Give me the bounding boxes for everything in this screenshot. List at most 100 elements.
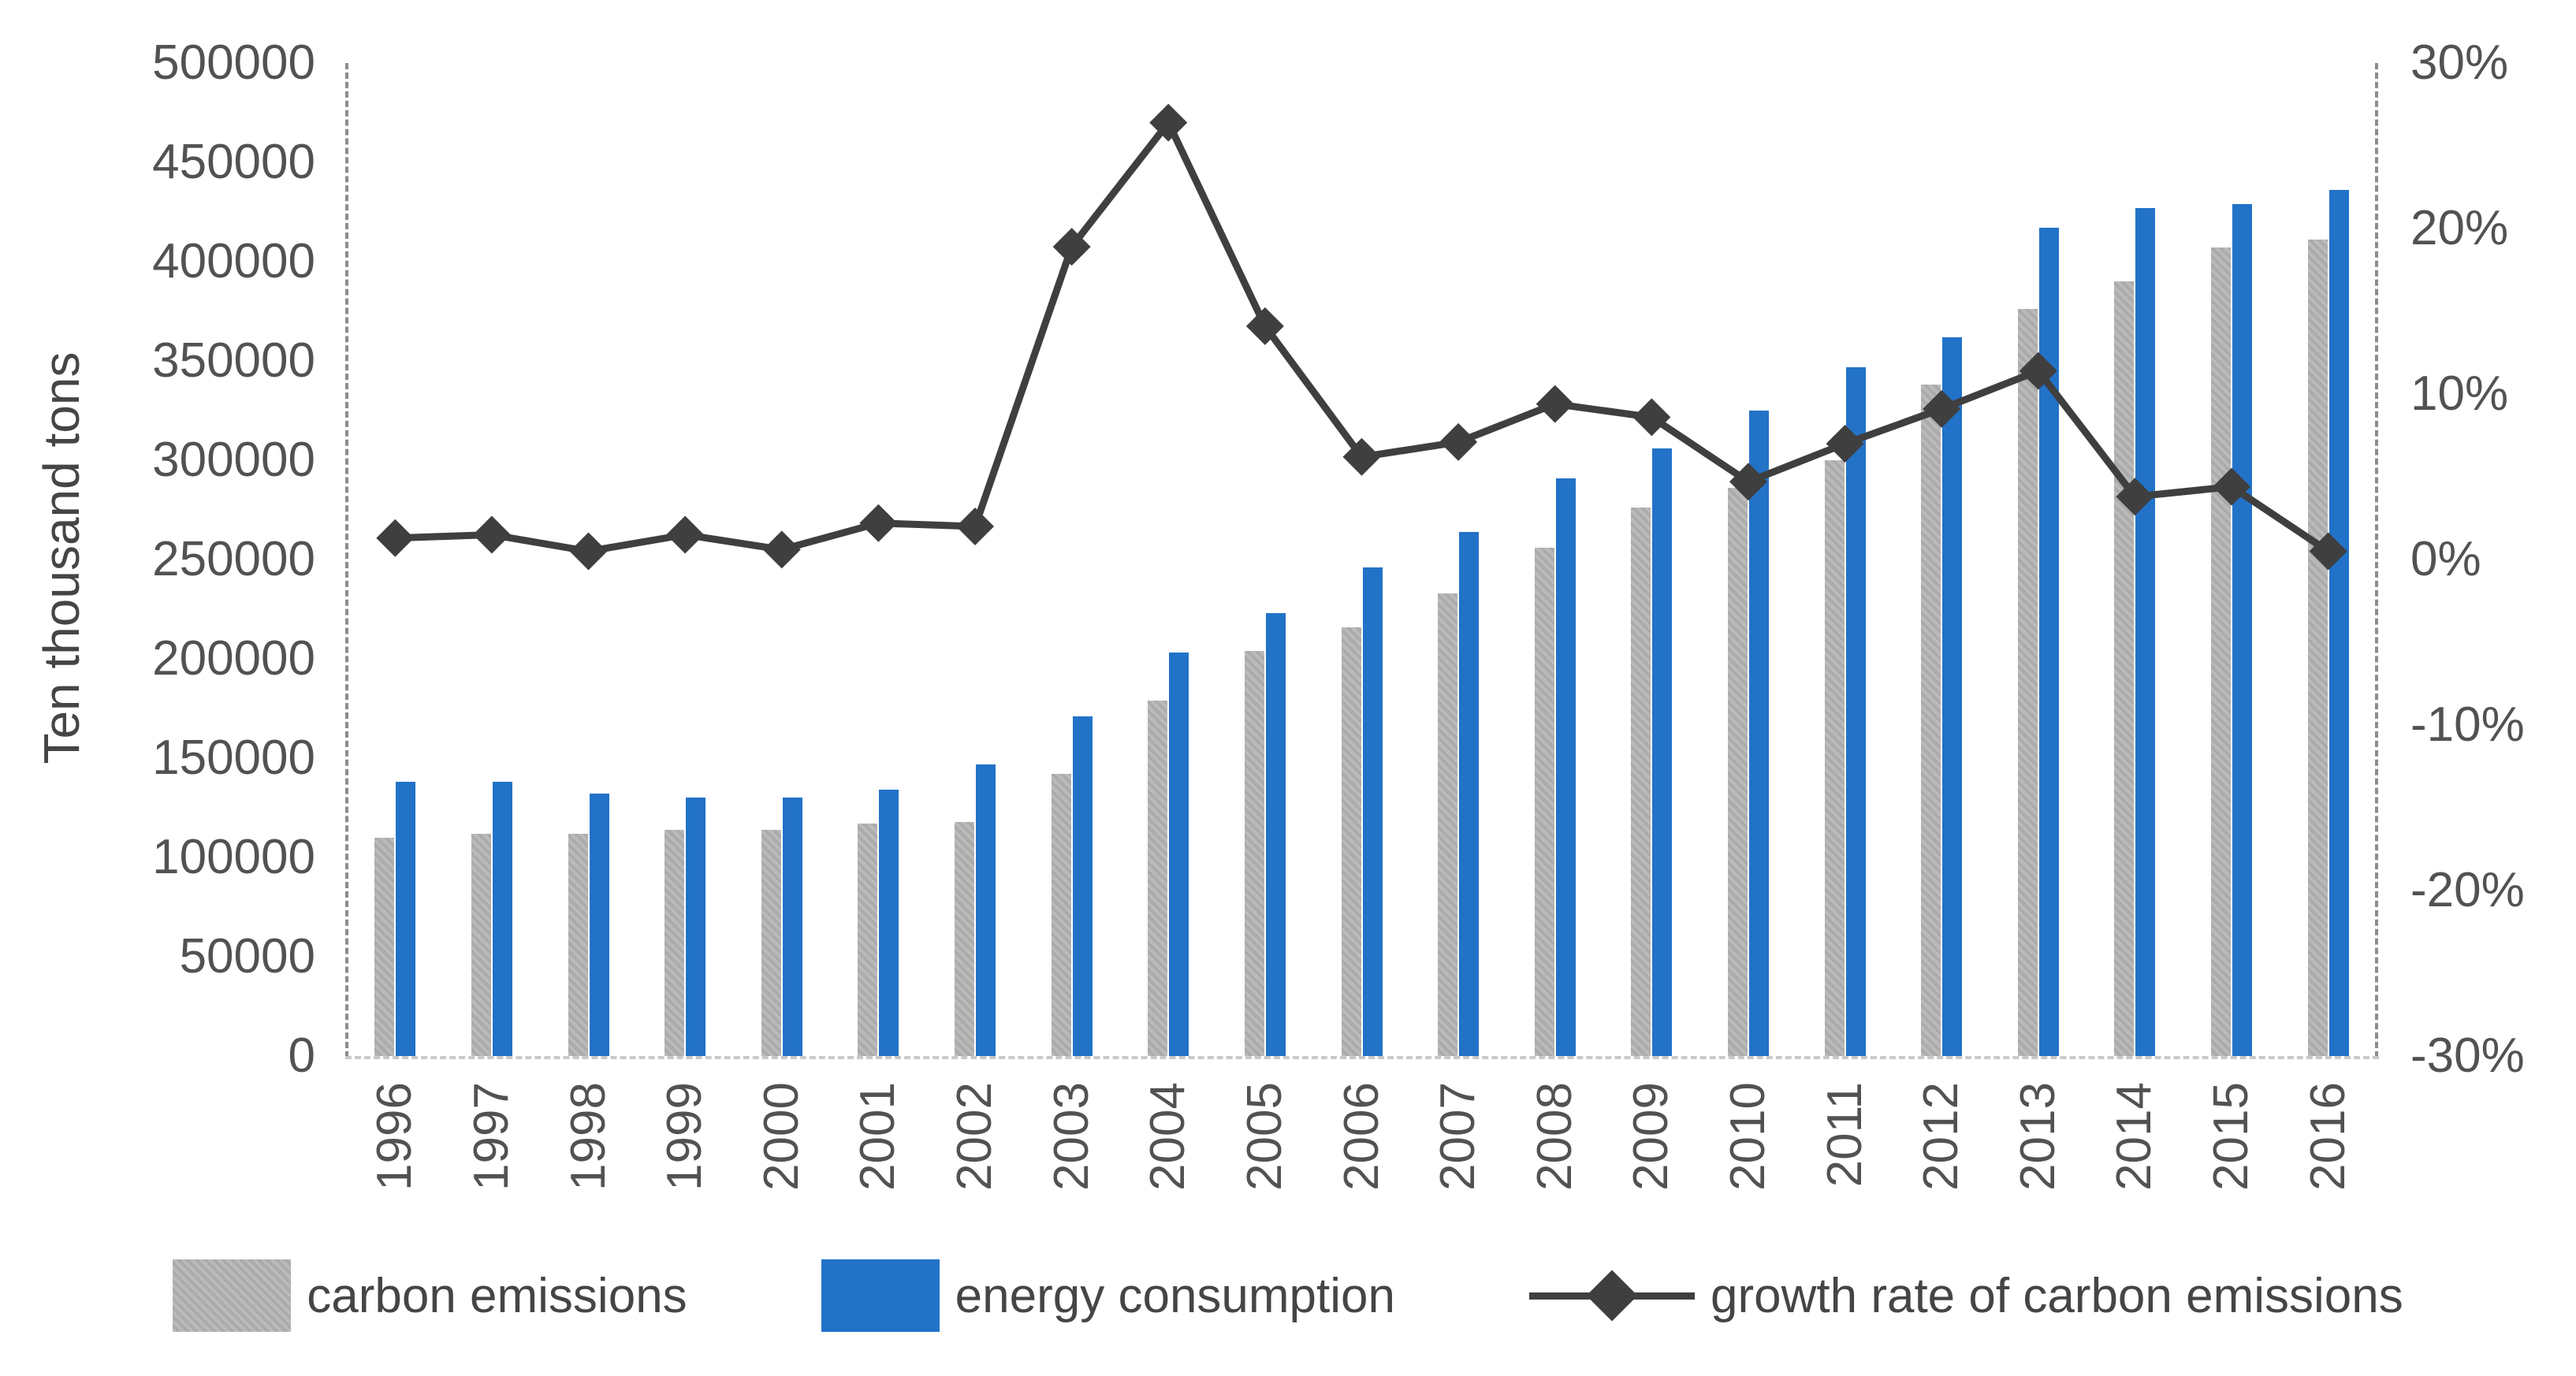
x-axis-year-label: 2000 bbox=[754, 1082, 809, 1191]
left-axis-tick-label: 0 bbox=[288, 1028, 315, 1083]
growth-rate-line-layer bbox=[376, 103, 2347, 571]
legend-label: carbon emissions bbox=[307, 1268, 687, 1323]
x-axis-year-label: 1998 bbox=[560, 1082, 616, 1191]
growth-rate-marker-2016 bbox=[2309, 532, 2347, 571]
bar-carbon-emissions-1997 bbox=[471, 833, 491, 1056]
right-axis-line bbox=[2375, 63, 2378, 1058]
bar-carbon-emissions-2014 bbox=[2114, 281, 2135, 1056]
bar-carbon-emissions-2016 bbox=[2307, 240, 2328, 1056]
growth-rate-marker-1998 bbox=[569, 532, 608, 571]
right-axis-tick-label: 30% bbox=[2410, 35, 2509, 90]
bar-energy-consumption-2004 bbox=[1169, 653, 1189, 1056]
x-axis-year-label: 2011 bbox=[1817, 1082, 1872, 1188]
bar-carbon-emissions-2010 bbox=[1727, 488, 1748, 1056]
x-axis-year-label: 2010 bbox=[1720, 1082, 1775, 1191]
x-axis-year-label: 2001 bbox=[851, 1082, 906, 1191]
legend-item-energy-consumption: energy consumption bbox=[821, 1259, 1395, 1332]
growth-rate-marker-2010 bbox=[1729, 463, 1767, 501]
bar-energy-consumption-1999 bbox=[686, 798, 706, 1056]
left-axis-tick-label: 300000 bbox=[152, 433, 315, 487]
growth-rate-marker-2015 bbox=[2213, 467, 2251, 506]
bar-energy-consumption-2015 bbox=[2232, 203, 2253, 1056]
growth-rate-line bbox=[395, 119, 2331, 555]
x-axis-year-label: 2002 bbox=[947, 1082, 1003, 1191]
bar-energy-consumption-2010 bbox=[1748, 411, 1769, 1056]
x-axis-year-label: 2012 bbox=[1914, 1082, 1969, 1191]
growth-rate-marker-2013 bbox=[2019, 351, 2057, 390]
bar-carbon-emissions-1996 bbox=[374, 837, 395, 1056]
bar-energy-consumption-2003 bbox=[1072, 716, 1093, 1056]
x-axis-year-label: 2014 bbox=[2107, 1082, 2162, 1191]
x-axis-year-label: 1999 bbox=[657, 1082, 713, 1191]
growth-rate-marker-2006 bbox=[1342, 437, 1381, 476]
growth-rate-marker-1996 bbox=[376, 519, 415, 557]
legend-item-growth-rate: growth rate of carbon emissions bbox=[1529, 1259, 2403, 1332]
growth-rate-marker-2012 bbox=[1923, 389, 1961, 428]
bar-carbon-emissions-1998 bbox=[568, 833, 588, 1056]
bar-energy-consumption-2016 bbox=[2328, 190, 2349, 1056]
bar-energy-consumption-2009 bbox=[1652, 448, 1673, 1056]
left-axis-tick-label: 250000 bbox=[152, 532, 315, 586]
right-axis-tick-label: -30% bbox=[2410, 1028, 2525, 1083]
bar-carbon-emissions-1999 bbox=[664, 829, 685, 1056]
x-axis-line bbox=[345, 1056, 2379, 1059]
bar-energy-consumption-2006 bbox=[1362, 567, 1383, 1056]
left-axis-tick-label: 450000 bbox=[152, 135, 315, 189]
bar-carbon-emissions-2011 bbox=[1824, 460, 1845, 1056]
bar-energy-consumption-1998 bbox=[589, 794, 609, 1056]
x-axis-year-label: 2006 bbox=[1334, 1082, 1389, 1191]
bar-carbon-emissions-2000 bbox=[761, 829, 781, 1056]
bar-energy-consumption-1997 bbox=[492, 782, 512, 1056]
left-axis-tick-label: 50000 bbox=[179, 929, 315, 984]
growth-rate-marker-2009 bbox=[1632, 398, 1671, 437]
bar-carbon-emissions-2002 bbox=[955, 821, 975, 1056]
bar-carbon-emissions-2015 bbox=[2211, 247, 2232, 1056]
bar-carbon-emissions-2005 bbox=[1244, 650, 1264, 1056]
bar-energy-consumption-2000 bbox=[782, 798, 802, 1056]
x-axis-year-label: 2007 bbox=[1431, 1082, 1486, 1191]
growth-rate-line-marker-icon bbox=[1529, 1259, 1696, 1332]
right-axis-tick-label: -10% bbox=[2410, 697, 2525, 752]
x-axis-year-label: 2013 bbox=[2010, 1082, 2065, 1191]
growth-rate-marker-2007 bbox=[1439, 422, 1478, 461]
growth-rate-marker-2001 bbox=[859, 504, 898, 542]
growth-rate-marker-2008 bbox=[1536, 385, 1574, 423]
left-axis-tick-label: 400000 bbox=[152, 234, 315, 288]
bar-carbon-emissions-2008 bbox=[1534, 547, 1554, 1056]
growth-rate-marker-2002 bbox=[956, 508, 995, 545]
bar-carbon-emissions-2012 bbox=[1921, 385, 1941, 1056]
diamond-icon bbox=[1586, 1270, 1638, 1322]
growth-rate-marker-2004 bbox=[1149, 103, 1188, 142]
left-axis-tick-label: 350000 bbox=[152, 333, 315, 388]
x-axis-year-label: 2005 bbox=[1237, 1082, 1292, 1191]
bar-carbon-emissions-2004 bbox=[1148, 700, 1168, 1056]
left-axis-tick-label: 500000 bbox=[152, 35, 315, 90]
x-axis-year-label: 2015 bbox=[2204, 1082, 2259, 1191]
bar-carbon-emissions-2001 bbox=[858, 824, 878, 1056]
left-axis-tick-label: 100000 bbox=[152, 830, 315, 884]
right-axis-tick-label: 20% bbox=[2410, 201, 2509, 255]
growth-rate-marker-2000 bbox=[762, 530, 801, 569]
bar-carbon-emissions-2003 bbox=[1051, 774, 1071, 1056]
growth-rate-marker-2011 bbox=[1826, 425, 1864, 463]
legend-label: growth rate of carbon emissions bbox=[1711, 1268, 2403, 1323]
right-axis-tick-label: 10% bbox=[2410, 366, 2509, 421]
growth-rate-marker-1997 bbox=[472, 515, 511, 554]
right-axis-tick-label: 0% bbox=[2410, 532, 2481, 586]
x-axis-year-label: 2004 bbox=[1141, 1082, 1196, 1191]
x-axis-year-label: 2009 bbox=[1624, 1082, 1679, 1191]
bar-carbon-emissions-2006 bbox=[1341, 627, 1361, 1056]
bar-energy-consumption-2011 bbox=[1845, 366, 1866, 1056]
bar-energy-consumption-2012 bbox=[1942, 337, 1963, 1056]
left-axis-title: Ten thousand tons bbox=[33, 351, 90, 764]
growth-rate-marker-2005 bbox=[1245, 307, 1284, 345]
right-axis-tick-label: -20% bbox=[2410, 863, 2525, 917]
growth-rate-marker-2003 bbox=[1052, 228, 1091, 266]
carbon-emissions-swatch bbox=[173, 1259, 292, 1332]
x-axis-year-label: 2003 bbox=[1044, 1082, 1099, 1191]
bar-energy-consumption-2002 bbox=[976, 764, 996, 1056]
legend-label: energy consumption bbox=[955, 1268, 1396, 1323]
bar-carbon-emissions-2007 bbox=[1438, 593, 1458, 1056]
legend-item-carbon-emissions: carbon emissions bbox=[173, 1259, 687, 1332]
x-axis-year-label: 1997 bbox=[463, 1082, 519, 1191]
